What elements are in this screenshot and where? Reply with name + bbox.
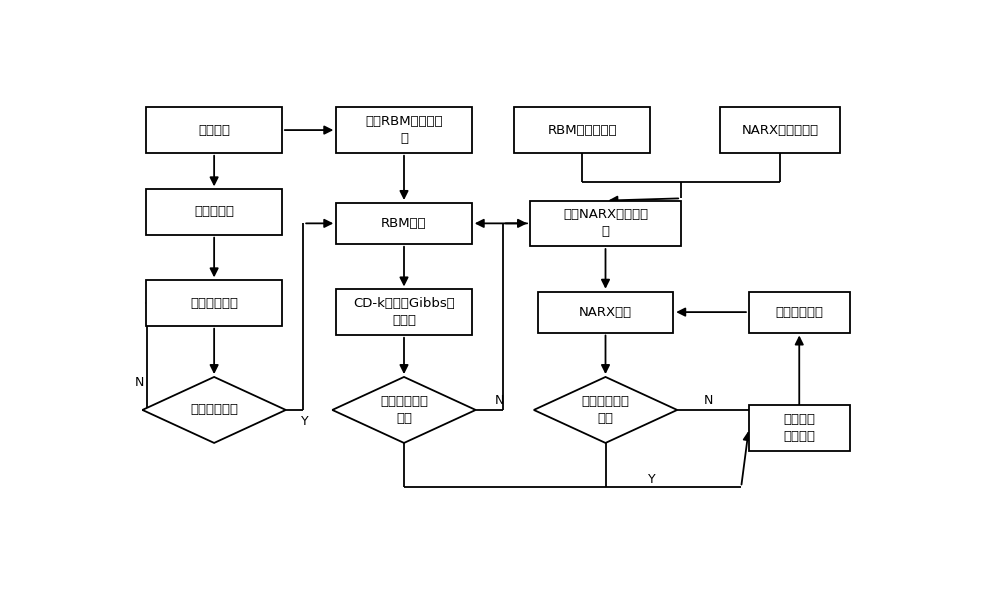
Text: 数据预处理: 数据预处理 (194, 206, 234, 219)
Text: 获取NARX参数初始
值: 获取NARX参数初始 值 (563, 209, 648, 238)
Polygon shape (332, 377, 476, 443)
Text: 模型输出结果: 模型输出结果 (775, 306, 823, 319)
Text: 是否满足结束
条件: 是否满足结束 条件 (380, 395, 428, 425)
Bar (538, 291, 673, 333)
Text: 样本数据: 样本数据 (198, 124, 230, 137)
Polygon shape (142, 377, 286, 443)
Polygon shape (534, 377, 677, 443)
Text: Y: Y (301, 415, 309, 428)
Text: 获取RBM参数初始
值: 获取RBM参数初始 值 (365, 115, 443, 145)
Bar (146, 108, 282, 153)
Text: NARX训练: NARX训练 (579, 306, 632, 319)
Text: 遗传算法操作: 遗传算法操作 (190, 297, 238, 310)
Bar (146, 280, 282, 326)
Bar (146, 189, 282, 235)
Text: N: N (134, 376, 144, 389)
Text: RBM训练数据集: RBM训练数据集 (547, 124, 617, 137)
Text: 结束迭代
验证结果: 结束迭代 验证结果 (783, 413, 815, 443)
Bar (336, 203, 472, 244)
Text: 是否达到最优: 是否达到最优 (190, 404, 238, 417)
Text: CD-k算法和Gibbs采
样调参: CD-k算法和Gibbs采 样调参 (353, 297, 455, 327)
Text: RBM训练: RBM训练 (381, 217, 427, 230)
Bar (336, 290, 472, 335)
Text: Y: Y (648, 473, 656, 486)
Text: N: N (704, 394, 713, 407)
Bar (336, 108, 472, 153)
Bar (530, 200, 681, 246)
Bar (514, 108, 650, 153)
Bar (749, 405, 850, 451)
Text: N: N (494, 394, 504, 407)
Bar (749, 291, 850, 333)
Text: 是否满足结束
条件: 是否满足结束 条件 (582, 395, 630, 425)
Bar (720, 108, 840, 153)
Text: NARX训练数据集: NARX训练数据集 (741, 124, 818, 137)
